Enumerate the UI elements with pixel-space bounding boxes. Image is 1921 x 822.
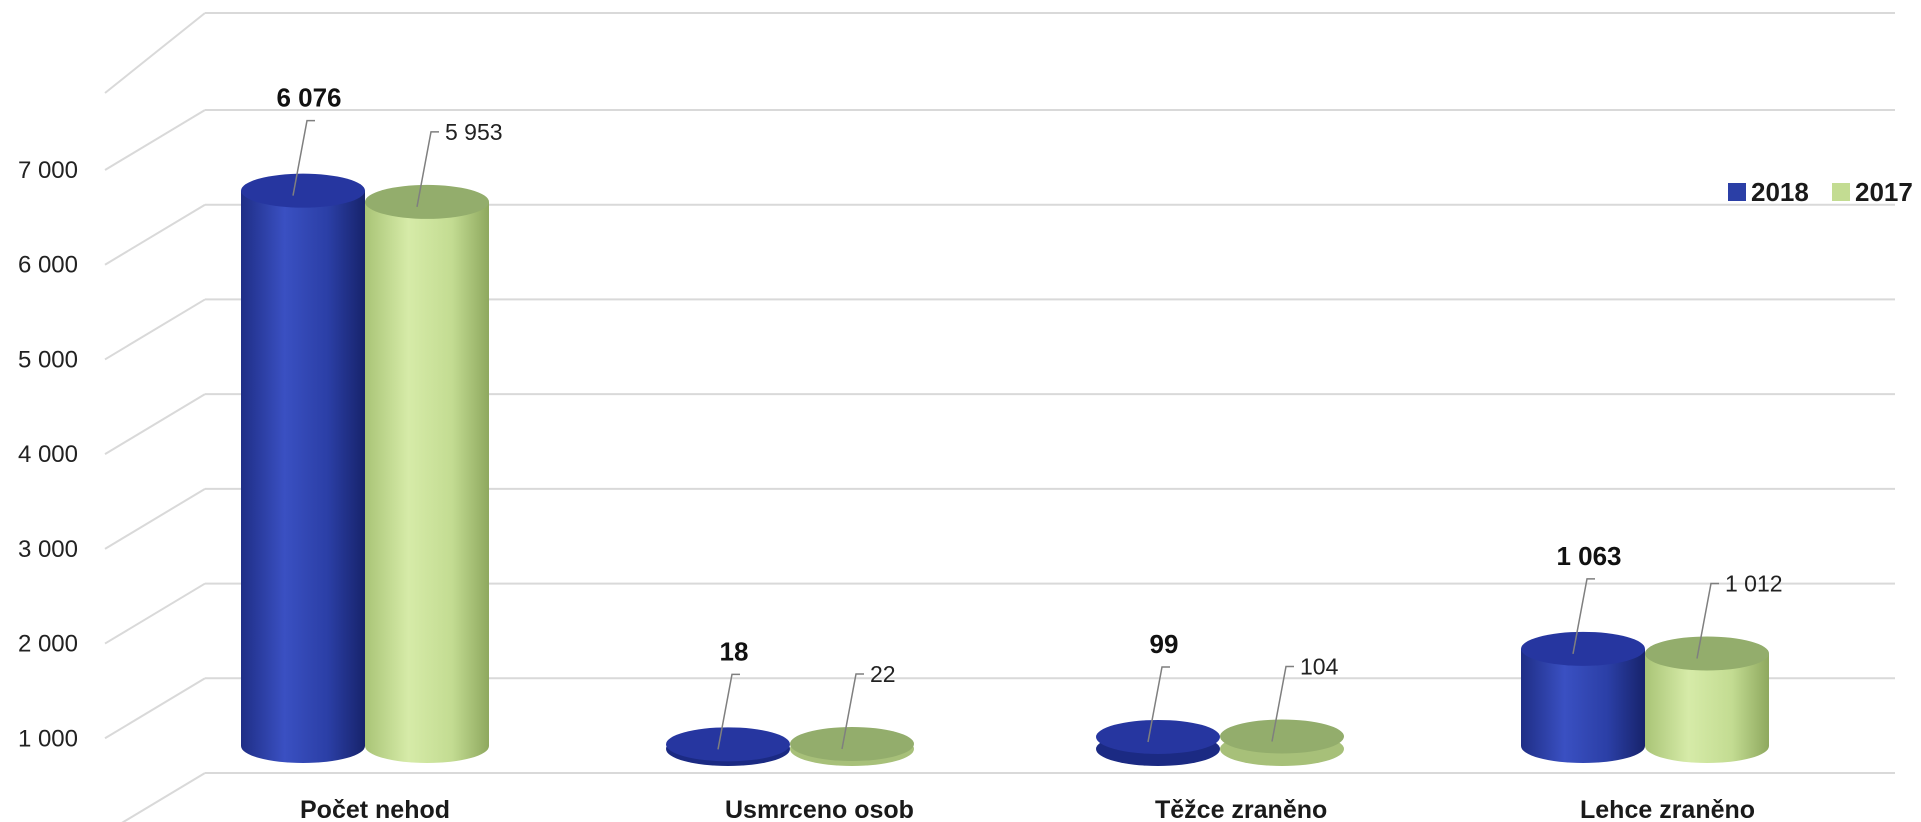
bar-top <box>1645 636 1769 671</box>
data-label: 104 <box>1300 653 1339 679</box>
data-label: 99 <box>1150 629 1179 659</box>
legend-swatch-2017 <box>1832 183 1850 201</box>
bar-2017-0 <box>365 184 489 764</box>
leader-line <box>1147 666 1170 743</box>
y-tick-label: 1 000 <box>18 725 78 752</box>
bar-top <box>666 727 790 762</box>
y-tick-label: 3 000 <box>18 536 78 563</box>
legend-label-2018: 2018 <box>1751 177 1809 207</box>
bar-2018-2 <box>1096 719 1220 766</box>
leader-line <box>1271 665 1294 742</box>
gridline-floor <box>104 393 206 456</box>
y-tick-label: 4 000 <box>18 441 78 468</box>
y-axis-tick-labels: 0 1 000 2 000 3 000 4 000 5 000 6 000 7 000 <box>18 157 78 822</box>
gridline-floor <box>104 203 206 266</box>
y-tick-label: 6 000 <box>18 252 78 279</box>
data-label: 1 063 <box>1556 541 1621 571</box>
category-label: Počet nehod <box>300 796 450 822</box>
bars <box>241 173 1769 766</box>
data-label: 22 <box>870 661 896 687</box>
y-tick-label: 0 <box>65 820 78 822</box>
legend: 2018 2017 <box>1728 177 1913 207</box>
bar-body <box>1521 648 1645 763</box>
y-tick-label: 5 000 <box>18 346 78 373</box>
leader-line <box>1696 582 1719 659</box>
bar-2018-1 <box>666 727 790 766</box>
gridline-floor <box>121 772 206 822</box>
gridline-floor <box>104 298 206 361</box>
leader-line <box>841 673 864 750</box>
bar-body <box>1645 653 1769 763</box>
data-labels: 6 076 18 99 1 063 5 953 22 104 1 012 <box>276 83 1783 750</box>
bar-2018-3 <box>1521 631 1645 763</box>
category-label: Usmrceno osob <box>725 796 914 822</box>
gridline-floor <box>104 487 206 550</box>
bar-top <box>1220 719 1344 754</box>
gridline-floor <box>104 109 206 171</box>
gridline-floor <box>104 677 206 740</box>
leader-line <box>717 673 740 750</box>
y-tick-label: 2 000 <box>18 631 78 658</box>
data-label: 5 953 <box>445 119 503 145</box>
legend-label-2017: 2017 <box>1855 177 1913 207</box>
legend-swatch-2018 <box>1728 183 1746 201</box>
bar-top <box>241 173 365 208</box>
bar-2017-2 <box>1220 719 1344 766</box>
category-label: Lehce zraněno <box>1580 796 1755 822</box>
leader-line <box>416 131 439 208</box>
bar-2017-1 <box>790 726 914 766</box>
bar-top <box>1096 719 1220 754</box>
data-label: 1 012 <box>1725 571 1783 597</box>
category-label: Těžce zraněno <box>1155 796 1327 822</box>
bar-body <box>241 190 365 763</box>
bar-top <box>790 726 914 761</box>
bar-top <box>365 184 489 219</box>
bar-top <box>1521 631 1645 666</box>
leader-line <box>1572 578 1595 654</box>
data-label: 6 076 <box>276 83 341 113</box>
leader-line <box>292 119 315 196</box>
bar-body <box>365 201 489 764</box>
bar-2018-0 <box>241 173 365 763</box>
gridline-floor <box>104 12 206 94</box>
x-axis-category-labels: Počet nehod Usmrceno osob Těžce zraněno Leh… <box>300 796 1755 822</box>
gridline-floor <box>104 582 206 645</box>
y-tick-label: 7 000 <box>18 157 78 184</box>
data-label: 18 <box>720 636 749 666</box>
bar-2017-3 <box>1645 636 1769 763</box>
